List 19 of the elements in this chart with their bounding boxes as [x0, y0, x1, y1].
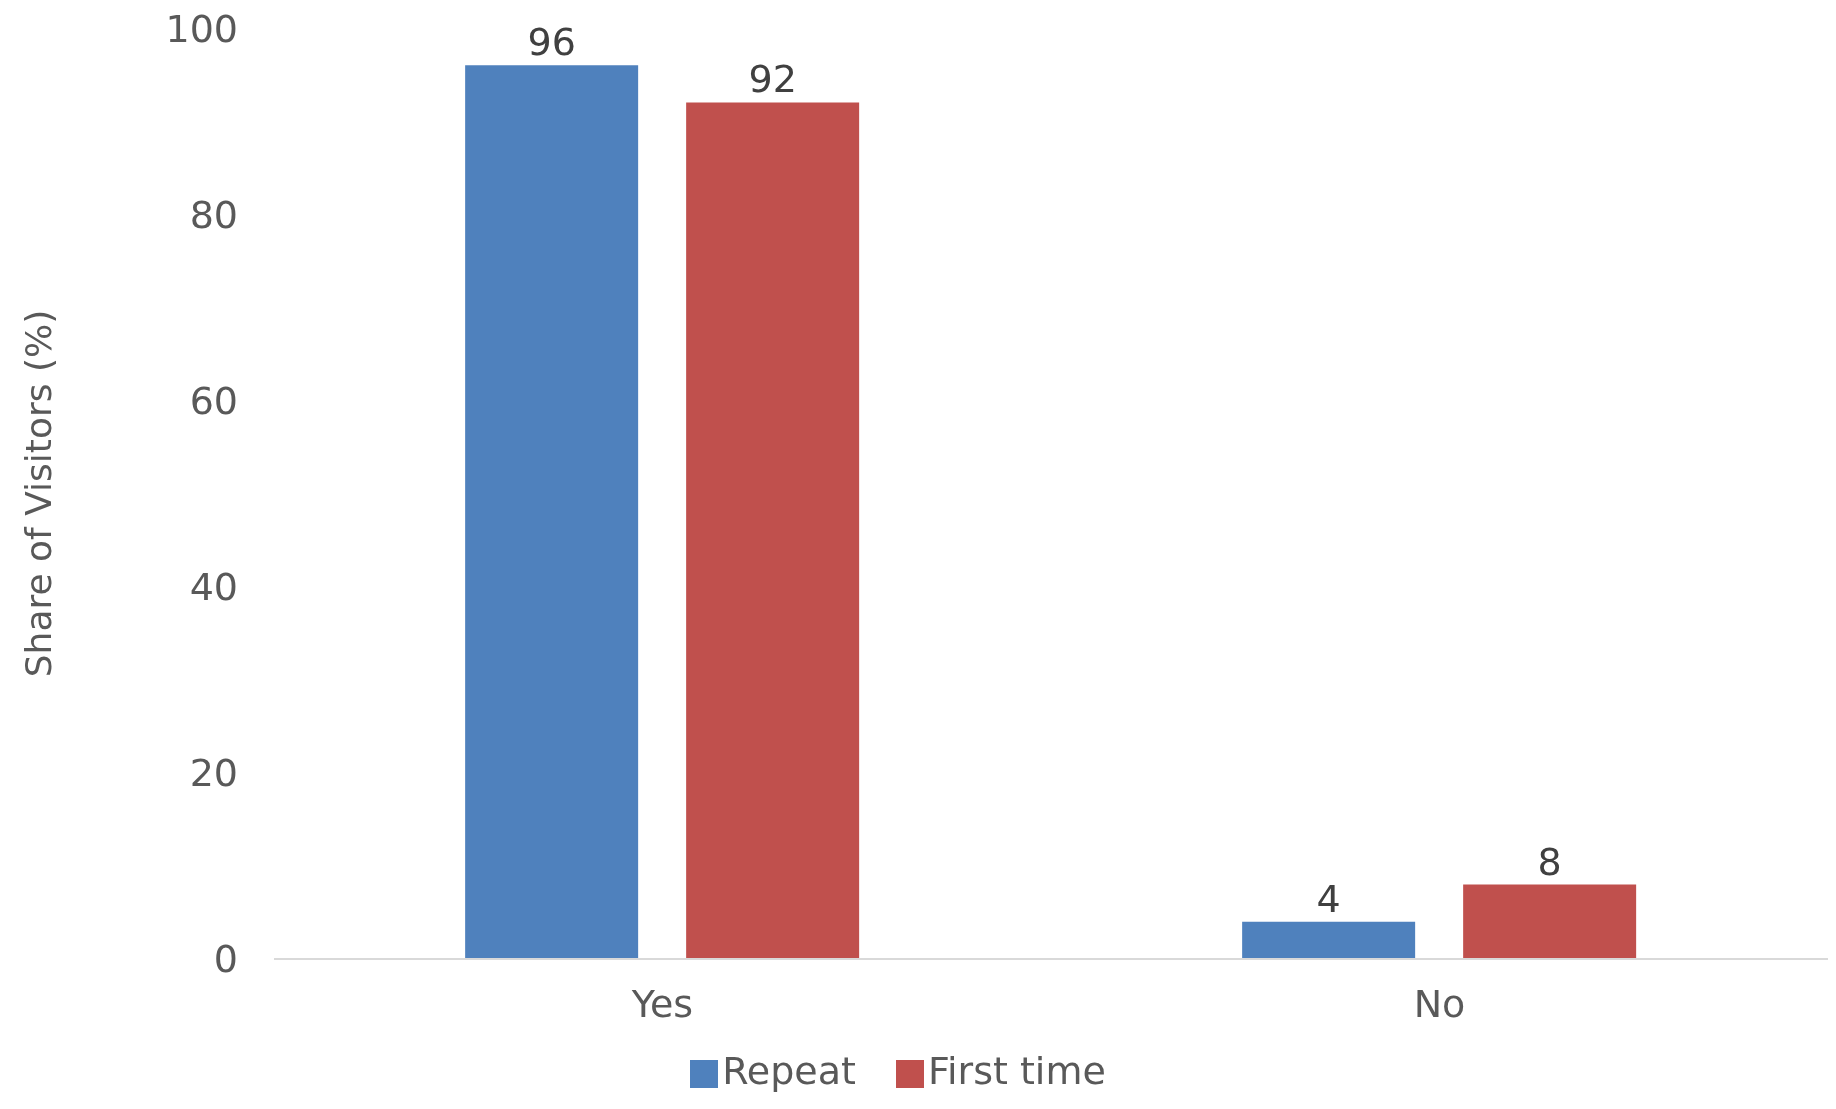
y-tick-label: 40 — [189, 565, 238, 610]
bar — [465, 65, 639, 959]
bar — [1463, 884, 1637, 959]
legend-label: First time — [927, 1049, 1106, 1093]
data-label: 4 — [1316, 876, 1341, 921]
legend-label: Repeat — [722, 1049, 856, 1093]
y-tick-label: 20 — [189, 751, 238, 796]
data-label: 8 — [1537, 839, 1562, 884]
y-tick-label: 60 — [189, 378, 238, 423]
bar — [1242, 921, 1416, 959]
x-tick-label: Yes — [630, 981, 694, 1026]
y-axis-title: Share of Visitors (%) — [17, 309, 59, 678]
data-label: 92 — [748, 57, 797, 102]
x-tick-label: No — [1413, 981, 1466, 1026]
bar — [686, 102, 860, 959]
data-label: 96 — [527, 20, 576, 65]
y-tick-label: 100 — [165, 6, 238, 51]
y-tick-label: 0 — [213, 937, 238, 982]
y-tick-label: 80 — [189, 192, 238, 237]
